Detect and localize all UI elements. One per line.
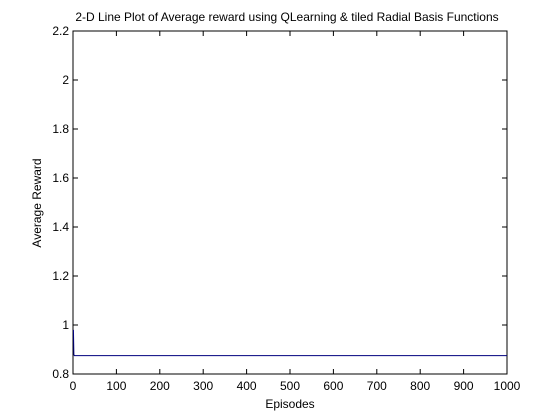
y-tick-label: 1.4 [52,220,69,234]
x-tick-label: 900 [454,379,474,393]
x-tick-label: 700 [367,379,387,393]
chart-title: 2-D Line Plot of Average reward using QL… [75,10,498,24]
y-tick-label: 0.8 [52,367,69,381]
series-line-1 [72,329,507,357]
x-tick-label: 400 [237,379,257,393]
y-tick-label: 2 [62,73,69,87]
y-tick-label: 1 [62,318,69,332]
x-tick-label: 0 [70,379,77,393]
x-tick-label: 800 [410,379,430,393]
y-tick-label: 2.2 [52,24,69,38]
plot-area [72,30,508,375]
y-tick-label: 1.6 [52,171,69,185]
y-axis: 0.8 1 1.2 1.4 1.6 1.8 2 2.2 [52,24,507,381]
x-tick-label: 600 [323,379,343,393]
x-tick-label: 200 [150,379,170,393]
x-axis: 0 100 200 300 400 500 600 700 800 900 1000 [70,31,521,393]
x-axis-title: Episodes [265,397,314,411]
y-tick-label: 1.2 [52,269,69,283]
y-axis-title: Average Reward [30,158,44,247]
x-tick-label: 100 [106,379,126,393]
x-tick-label: 1000 [494,379,521,393]
x-tick-label: 500 [280,379,300,393]
y-tick-label: 1.8 [52,122,69,136]
x-tick-label: 300 [193,379,213,393]
series-layer [72,329,507,357]
